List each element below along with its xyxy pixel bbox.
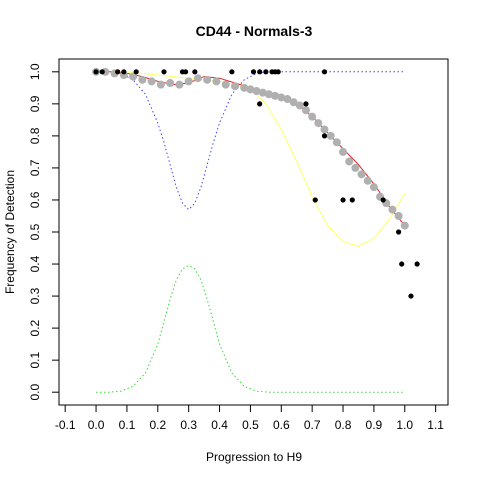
yellow-curve-line (96, 71, 406, 247)
gray-points-point (363, 176, 372, 185)
x-axis: -0.1 0.0 0.1 0.2 0.3 0.4 0.5 0.6 0.7 0.8 0.9 1.0 1.1 (55, 404, 444, 432)
x-tick-label: 0.9 (366, 418, 383, 432)
black-points-point (349, 197, 355, 203)
y-tick-label: 0.5 (28, 223, 42, 240)
gray-points-point (320, 125, 329, 134)
black-points-point (303, 101, 309, 107)
points-layer (92, 67, 420, 299)
green-dotted-line (96, 265, 405, 393)
gray-points-point (326, 131, 335, 140)
gray-points-point (212, 77, 221, 86)
black-points-point (275, 69, 281, 75)
black-points-point (312, 197, 318, 203)
black-points-point (257, 101, 263, 107)
black-points-point (414, 261, 420, 267)
gray-points-point (295, 101, 304, 110)
gray-points-point (388, 205, 397, 214)
gray-points-point (240, 83, 249, 92)
black-points-point (121, 69, 127, 75)
gray-points-point (314, 119, 323, 128)
black-points-point (340, 197, 346, 203)
y-tick-label: 0.0 (28, 384, 42, 401)
x-tick-label: 0.6 (273, 418, 290, 432)
blue-dotted-line (96, 71, 405, 211)
black-points-point (408, 293, 414, 299)
gray-points-point (156, 80, 165, 89)
gray-points-point (184, 77, 193, 86)
gray-points-point (221, 80, 230, 89)
y-tick-label: 0.1 (28, 351, 42, 368)
black-points-point (399, 261, 405, 267)
y-tick-label: 0.8 (28, 127, 42, 144)
y-tick-label: 0.3 (28, 287, 42, 304)
gray-points-point (301, 106, 310, 115)
gray-points-point (230, 82, 239, 91)
black-points-point (396, 229, 402, 235)
x-axis-label: Progression to H9 (206, 450, 302, 464)
y-tick-label: 0.2 (28, 319, 42, 336)
gray-points-point (175, 80, 184, 89)
gray-points-point (271, 91, 280, 100)
black-points-point (321, 69, 328, 75)
gray-points-point (166, 79, 175, 88)
gray-points-point (394, 211, 403, 220)
x-tick-label: 0.8 (335, 418, 352, 432)
gray-points-point (357, 170, 366, 179)
gray-points-point (345, 157, 354, 166)
red-fit-line (96, 71, 406, 226)
y-axis: 0.0 0.1 0.2 0.3 0.4 0.5 0.6 0.7 0.8 0.9 1.0 (28, 63, 60, 401)
x-tick-label: 0.1 (119, 418, 136, 432)
y-tick-label: 0.9 (28, 95, 42, 112)
black-points-point (161, 69, 167, 75)
x-tick-label: 0.2 (149, 418, 166, 432)
black-points-point (192, 69, 198, 75)
gray-points-point (277, 93, 286, 102)
gray-points-point (246, 85, 255, 94)
gray-points-point (147, 77, 156, 86)
black-points-point (99, 69, 105, 75)
black-points-point (115, 69, 121, 75)
black-points-point (263, 69, 269, 75)
x-tick-label: 0.5 (242, 418, 259, 432)
gray-points-point (400, 221, 409, 230)
y-tick-label: 0.4 (28, 255, 42, 272)
x-tick-label: 0.3 (180, 418, 197, 432)
y-tick-label: 0.7 (28, 159, 42, 176)
x-tick-label: -0.1 (55, 418, 76, 432)
black-points-point (380, 197, 386, 203)
x-tick-label: 1.1 (427, 418, 444, 432)
black-points-point (133, 69, 139, 75)
plot-frame (58, 58, 449, 406)
gray-points-point (264, 90, 273, 99)
y-tick-label: 1.0 (28, 63, 42, 80)
x-tick-label: 0.7 (304, 418, 321, 432)
gray-points-point (339, 147, 348, 156)
y-tick-label: 0.6 (28, 191, 42, 208)
gray-points-point (308, 112, 317, 121)
gray-points-point (252, 87, 261, 96)
gray-points-point (332, 138, 341, 147)
gray-points-point (369, 183, 378, 192)
black-points-point (321, 133, 328, 139)
gray-points-point (283, 95, 292, 104)
x-tick-label: 0.0 (88, 418, 105, 432)
gray-points-point (351, 163, 360, 172)
gray-points-point (138, 75, 147, 84)
x-tick-label: 1.0 (396, 418, 413, 432)
gray-points-point (193, 74, 202, 83)
black-points-point (257, 69, 263, 75)
gray-points-point (203, 75, 212, 84)
x-tick-label: 0.4 (211, 418, 228, 432)
gray-points-point (129, 72, 138, 81)
gray-points-point (258, 88, 267, 97)
y-axis-label: Frequency of Detection (3, 170, 17, 294)
gray-points-point (289, 98, 298, 107)
chart-title: CD44 - Normals-3 (196, 23, 313, 39)
black-points-point (182, 69, 189, 75)
curves-layer (96, 71, 406, 393)
black-points-point (229, 69, 235, 75)
black-points-point (93, 69, 99, 75)
black-points-point (250, 69, 257, 75)
